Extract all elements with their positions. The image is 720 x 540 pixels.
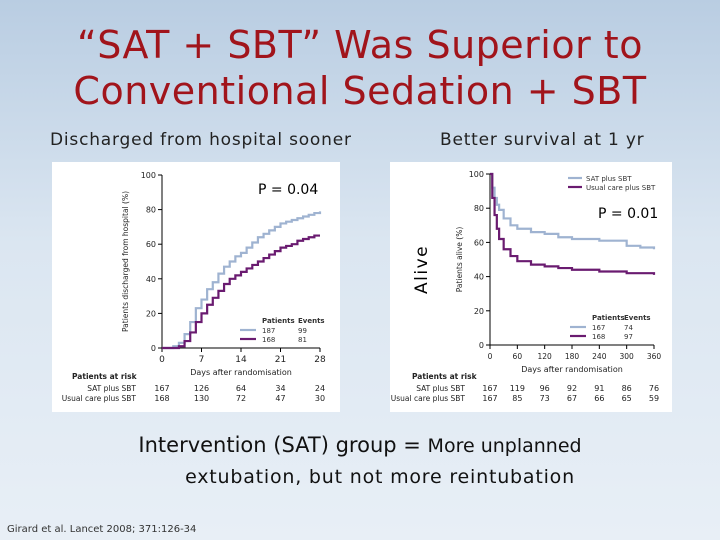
risk-row-label: SAT plus SBT (87, 384, 136, 393)
x-tick-label: 240 (592, 352, 607, 361)
risk-value: 59 (649, 394, 659, 403)
body-line-2: extubation, but not more reintubation (185, 466, 575, 488)
discharge-chart: 0 20 40 60 80 100 0 7 14 21 28 Patients discharged … (62, 171, 326, 403)
series-line-sat-plus-sbt (162, 211, 322, 350)
y-tick-label: 0 (151, 344, 156, 353)
risk-header: Patients at risk (412, 372, 478, 381)
legend-events-value: 74 (624, 324, 633, 332)
x-axis-label: Days after randomisation (190, 368, 292, 377)
series-line-sat-plus-sbt (490, 172, 656, 250)
x-tick-label: 0 (159, 355, 165, 365)
alive-label: Alive (412, 244, 432, 294)
y-tick-label: 60 (474, 238, 484, 247)
x-tick-label: 7 (199, 355, 205, 365)
title-line-1: “SAT + SBT” Was Superior to (77, 23, 643, 67)
legend-patients-value: 167 (592, 324, 605, 332)
y-tick-label: 40 (146, 275, 156, 284)
legend-patients-value: 168 (262, 336, 275, 344)
risk-value: 126 (194, 384, 209, 393)
risk-value: 167 (482, 394, 497, 403)
citation: Girard et al. Lancet 2008; 371:126-34 (7, 524, 197, 535)
right-subheading: Better survival at 1 yr (440, 130, 645, 150)
x-tick-label: 120 (538, 352, 553, 361)
x-tick-label: 14 (235, 355, 247, 365)
risk-value: 34 (275, 384, 285, 393)
risk-value: 96 (540, 384, 550, 393)
slide-title: “SAT + SBT” Was Superior to Conventional… (0, 22, 720, 114)
legend-header-patients: Patients (262, 317, 295, 325)
body-line-1-b: More unplanned (427, 435, 582, 457)
x-tick-label: 21 (275, 355, 286, 365)
series-line-usual-care-plus-sbt (490, 172, 656, 275)
legend-header-events: Events (298, 317, 325, 325)
legend-series-label: Usual care plus SBT (586, 184, 656, 192)
x-tick-label: 0 (488, 352, 493, 361)
risk-value: 47 (275, 394, 285, 403)
x-axis-label: Days after randomisation (521, 365, 623, 374)
risk-row-label: Usual care plus SBT (62, 394, 137, 403)
risk-row-label: Usual care plus SBT (391, 394, 466, 403)
risk-value: 65 (622, 394, 632, 403)
body-line-1-a: Intervention (SAT) group = (138, 433, 428, 457)
legend-header-patients: Patients (592, 314, 625, 322)
risk-value: 73 (540, 394, 550, 403)
x-tick-label: 60 (513, 352, 523, 361)
risk-value: 119 (510, 384, 525, 393)
risk-value: 168 (154, 394, 169, 403)
y-tick-label: 40 (474, 273, 484, 282)
legend-header-events: Events (624, 314, 651, 322)
y-tick-label: 20 (146, 309, 156, 318)
risk-value: 72 (236, 394, 246, 403)
risk-value: 130 (194, 394, 209, 403)
y-tick-label: 20 (474, 307, 484, 316)
risk-row-label: SAT plus SBT (416, 384, 465, 393)
legend-series-label: SAT plus SBT (586, 175, 632, 183)
x-tick-label: 360 (647, 352, 662, 361)
x-tick-label: 180 (565, 352, 580, 361)
risk-value: 76 (649, 384, 659, 393)
left-subheading: Discharged from hospital sooner (50, 130, 352, 150)
y-tick-label: 100 (469, 170, 484, 179)
legend-events-value: 81 (298, 336, 307, 344)
risk-value: 24 (315, 384, 325, 393)
legend-events-value: 97 (624, 333, 633, 341)
risk-value: 86 (622, 384, 632, 393)
right-p-value: P = 0.01 (598, 206, 659, 222)
risk-value: 30 (315, 394, 325, 403)
risk-value: 91 (594, 384, 604, 393)
left-p-value: P = 0.04 (258, 182, 319, 198)
legend-patients-value: 187 (262, 327, 275, 335)
survival-chart: 0 20 40 60 80 100 0 60 120 180 240 300 360 Patients a… (391, 170, 662, 403)
risk-value: 64 (236, 384, 246, 393)
legend-events-value: 99 (298, 327, 307, 335)
risk-value: 92 (567, 384, 577, 393)
x-tick-label: 28 (314, 355, 326, 365)
risk-header: Patients at risk (72, 372, 138, 381)
y-tick-label: 0 (479, 341, 484, 350)
risk-value: 66 (594, 394, 604, 403)
y-axis-label: Patients alive (%) (455, 227, 464, 293)
x-tick-label: 300 (620, 352, 635, 361)
y-tick-label: 80 (146, 206, 156, 215)
risk-value: 67 (567, 394, 577, 403)
left-chart-panel: 0 20 40 60 80 100 0 7 14 21 28 Patients discharged … (52, 162, 340, 412)
series-line-usual-care-plus-sbt (162, 234, 320, 350)
risk-value: 167 (154, 384, 169, 393)
risk-value: 85 (512, 394, 522, 403)
y-tick-label: 80 (474, 204, 484, 213)
right-chart-panel: 0 20 40 60 80 100 0 60 120 180 240 300 360 Patients a… (390, 162, 672, 412)
body-line-1: Intervention (SAT) group = More unplanne… (0, 433, 720, 457)
title-line-2: Conventional Sedation + SBT (73, 69, 647, 113)
y-tick-label: 60 (146, 240, 156, 249)
y-tick-label: 100 (141, 171, 156, 180)
legend-patients-value: 168 (592, 333, 605, 341)
y-axis-label: Patients discharged from hospital (%) (121, 191, 130, 332)
risk-value: 167 (482, 384, 497, 393)
